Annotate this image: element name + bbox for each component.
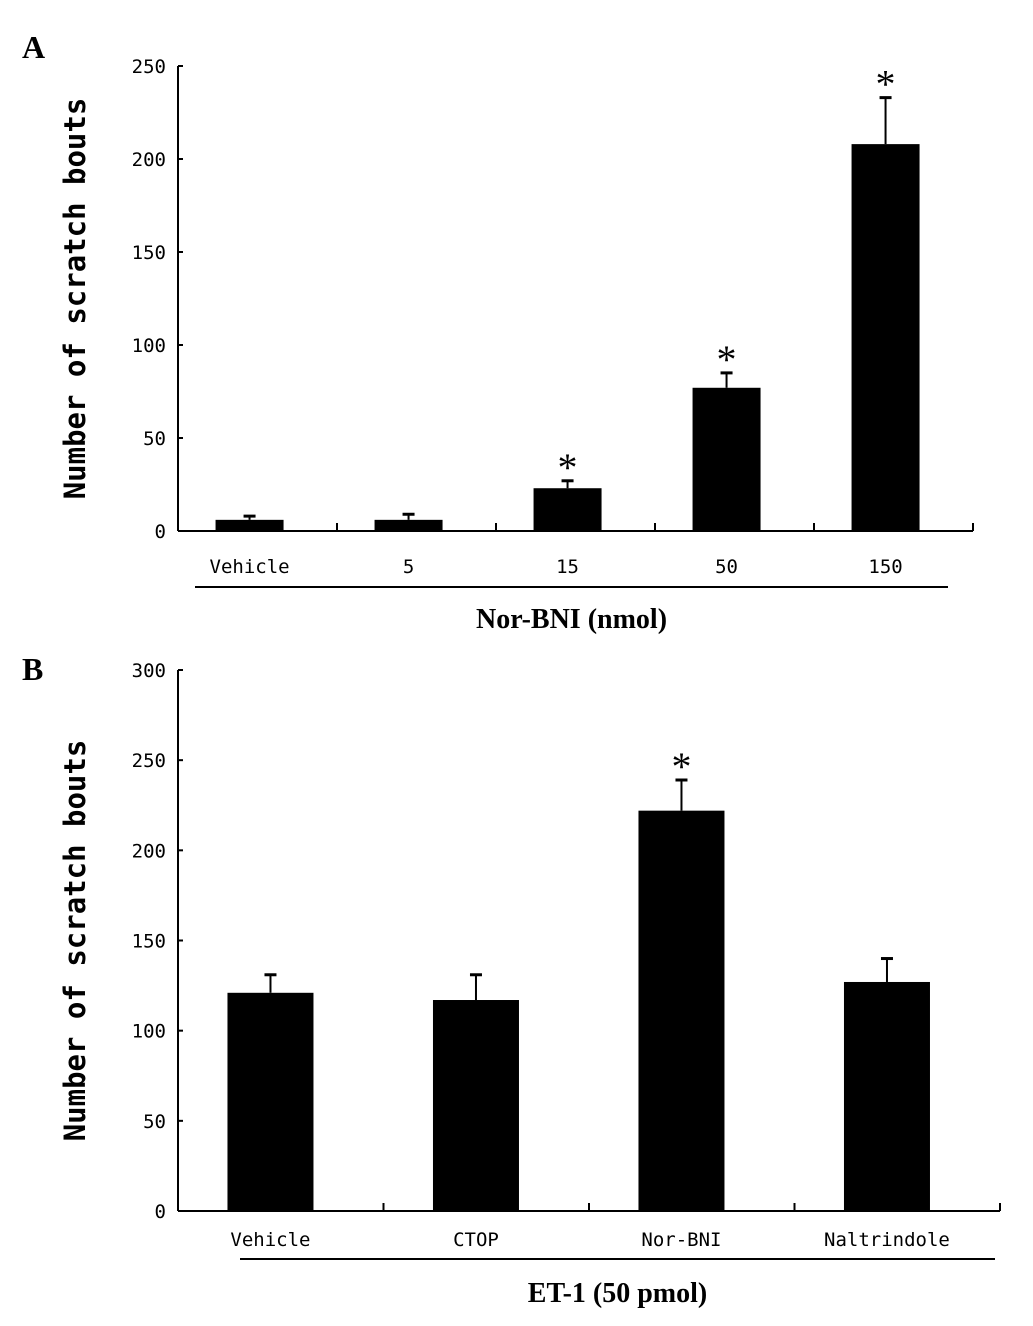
bar-vehicle xyxy=(215,519,284,531)
bar-vehicle xyxy=(227,992,314,1211)
x-tick-label: 50 xyxy=(715,556,738,578)
y-tick-label: 100 xyxy=(132,1021,166,1043)
y-tick-label: 0 xyxy=(155,521,166,543)
x-tick-label: CTOP xyxy=(453,1229,499,1251)
bar-naltrindole xyxy=(843,981,930,1211)
y-tick-label: 250 xyxy=(132,56,166,78)
y-tick-label: 200 xyxy=(132,149,166,171)
x-tick-label: 5 xyxy=(403,556,414,578)
y-tick-label: 100 xyxy=(132,335,166,357)
panel-b: B 0 50 100 150 200 250 300 Vehicle CTOP * Nor-BNI Na… xyxy=(22,651,1001,1309)
y-tick-label: 150 xyxy=(132,931,166,953)
y-tick-label: 200 xyxy=(132,840,166,862)
bar-15 xyxy=(533,488,602,531)
significance-marker: * xyxy=(876,62,896,107)
x-tick-label: Naltrindole xyxy=(824,1229,950,1251)
y-tick-label: 50 xyxy=(143,428,166,450)
bar-ctop xyxy=(432,1000,519,1211)
y-tick-label: 0 xyxy=(155,1201,166,1223)
panel-a: A 0 50 100 150 200 250 Vehicle 5 * 15 * 50 * 150 Nor-BN… xyxy=(22,29,974,635)
bar-nor-bni xyxy=(638,810,725,1211)
y-tick-label: 150 xyxy=(132,242,166,264)
y-tick-label: 50 xyxy=(143,1111,166,1133)
bar-5 xyxy=(374,519,443,531)
significance-marker: * xyxy=(717,337,737,382)
panel-label: A xyxy=(22,29,45,65)
x-axis-title: Nor-BNI (nmol) xyxy=(476,604,667,635)
bar-150 xyxy=(851,144,920,531)
x-tick-label: 150 xyxy=(868,556,902,578)
x-tick-label: Nor-BNI xyxy=(641,1229,721,1251)
x-tick-label: Vehicle xyxy=(210,556,290,578)
panel-label: B xyxy=(22,651,43,687)
y-tick-label: 250 xyxy=(132,750,166,772)
x-tick-label: Vehicle xyxy=(230,1229,310,1251)
y-axis-title: Number of scratch bouts xyxy=(58,98,92,500)
x-axis-title: ET-1 (50 pmol) xyxy=(528,1278,707,1309)
significance-marker: * xyxy=(558,445,578,490)
y-tick-label: 300 xyxy=(132,660,166,682)
bar-50 xyxy=(692,387,761,531)
x-tick-label: 15 xyxy=(556,556,579,578)
y-axis-title: Number of scratch bouts xyxy=(58,740,92,1142)
significance-marker: * xyxy=(671,744,691,789)
